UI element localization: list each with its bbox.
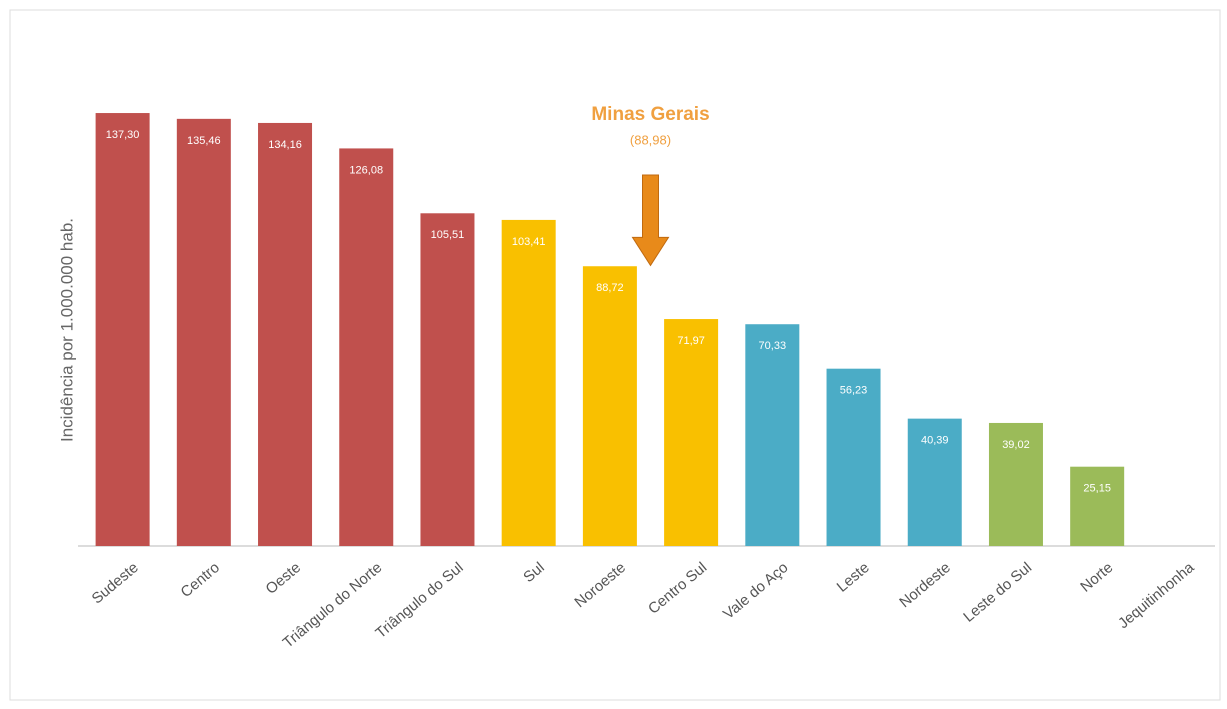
value-label: 135,46 <box>187 135 221 147</box>
bar <box>176 118 231 547</box>
bar <box>582 266 637 546</box>
bar <box>907 418 962 546</box>
value-label: 25,15 <box>1083 483 1111 495</box>
bar <box>745 324 800 546</box>
value-label: 103,41 <box>512 236 546 248</box>
bar <box>501 219 556 546</box>
value-label: 56,23 <box>840 385 868 397</box>
annotation-title: Minas Gerais <box>591 104 709 125</box>
bar <box>664 319 719 546</box>
annotation-value: (88,98) <box>630 132 671 147</box>
value-label: 39,02 <box>1002 439 1030 451</box>
bar <box>988 422 1043 546</box>
bar <box>420 213 475 546</box>
bar <box>339 148 394 546</box>
y-axis-label: Incidência por 1.000.000 hab. <box>57 218 76 442</box>
value-label: 105,51 <box>431 229 465 241</box>
value-label: 126,08 <box>349 164 383 176</box>
value-label: 70,33 <box>759 340 787 352</box>
value-label: 71,97 <box>677 335 705 347</box>
bar <box>95 113 150 546</box>
value-label: 134,16 <box>268 139 302 151</box>
value-label: 88,72 <box>596 282 624 294</box>
value-label: 40,39 <box>921 435 949 447</box>
bar <box>1070 466 1125 546</box>
annotation-arrow <box>631 174 670 267</box>
bar <box>258 122 313 547</box>
bar <box>826 368 881 546</box>
value-label: 137,30 <box>106 129 140 141</box>
